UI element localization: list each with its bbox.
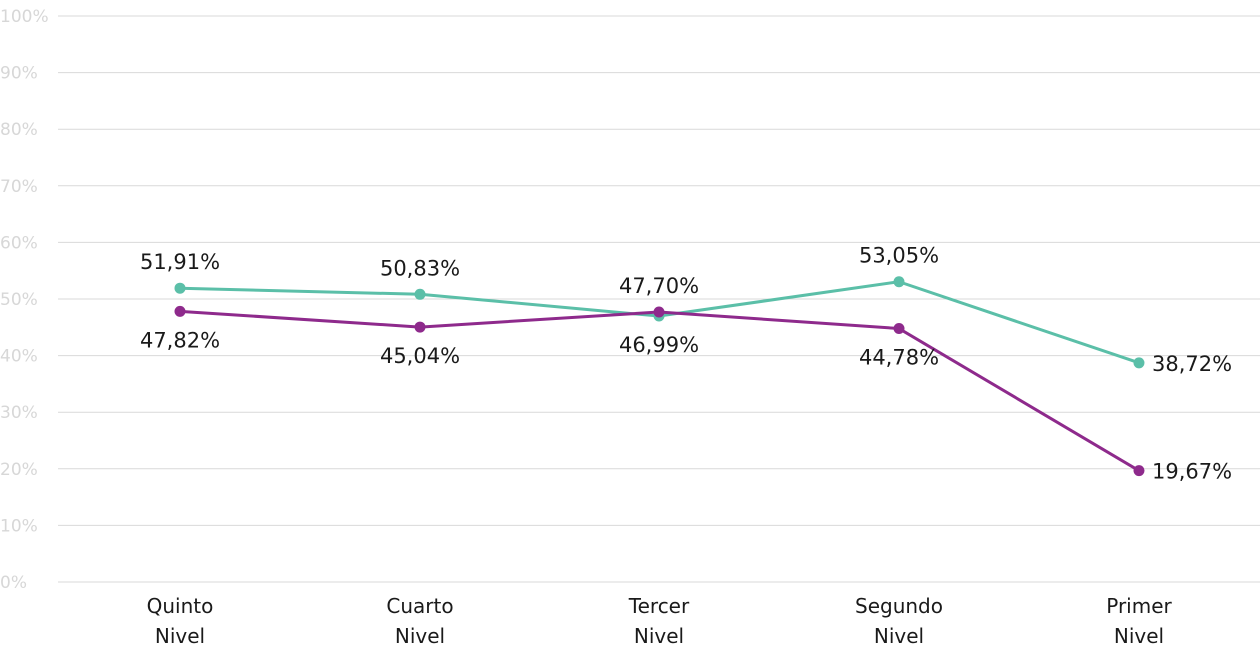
data-label: 47,70%: [619, 274, 699, 298]
gridlines: [58, 15, 1260, 583]
data-label: 46,99%: [619, 333, 699, 357]
data-point: [653, 306, 665, 318]
data-point: [1133, 465, 1145, 477]
y-tick-label: 80%: [0, 120, 38, 140]
x-axis-ticks: Quinto Nivel Cuarto Nivel Tercer Nivel Segundo…: [147, 594, 1173, 648]
x-tick-label: Primer: [1106, 594, 1172, 618]
data-point: [893, 276, 905, 288]
x-tick-label: Quinto: [147, 594, 214, 618]
x-tick-label: Tercer: [628, 594, 690, 618]
data-label: 45,04%: [380, 344, 460, 368]
x-tick-label: Segundo: [855, 594, 943, 618]
data-label: 51,91%: [140, 250, 220, 274]
y-tick-label: 50%: [0, 290, 38, 310]
data-label: 47,82%: [140, 328, 220, 352]
series-group: [174, 276, 1145, 477]
data-label: 53,05%: [859, 244, 939, 268]
y-tick-label: 100%: [0, 7, 49, 27]
y-tick-label: 20%: [0, 460, 38, 480]
y-tick-label: 30%: [0, 403, 38, 423]
data-label: 44,78%: [859, 346, 939, 370]
y-tick-label: 60%: [0, 233, 38, 253]
y-tick-label: 0%: [0, 573, 27, 593]
data-point: [414, 321, 426, 333]
y-tick-label: 90%: [0, 64, 38, 84]
data-point: [893, 323, 905, 335]
x-tick-label: Nivel: [1114, 624, 1164, 648]
x-tick-label: Nivel: [634, 624, 684, 648]
data-point: [174, 305, 186, 317]
y-tick-label: 40%: [0, 347, 38, 367]
data-labels: 51,91% 50,83% 46,99% 53,05% 38,72% 47,82% 45,0…: [140, 244, 1232, 484]
data-label: 19,67%: [1152, 460, 1232, 484]
x-tick-label: Nivel: [874, 624, 924, 648]
data-point: [414, 288, 426, 300]
data-point: [1133, 357, 1145, 369]
data-point: [174, 282, 186, 294]
data-label: 50,83%: [380, 256, 460, 280]
y-axis-ticks: 0% 10% 20% 30% 40% 50% 60% 70% 80% 90% 100%: [0, 7, 49, 593]
y-tick-label: 70%: [0, 177, 38, 197]
y-tick-label: 10%: [0, 516, 38, 536]
x-tick-label: Cuarto: [386, 594, 453, 618]
x-tick-label: Nivel: [395, 624, 445, 648]
data-label: 38,72%: [1152, 352, 1232, 376]
x-tick-label: Nivel: [155, 624, 205, 648]
